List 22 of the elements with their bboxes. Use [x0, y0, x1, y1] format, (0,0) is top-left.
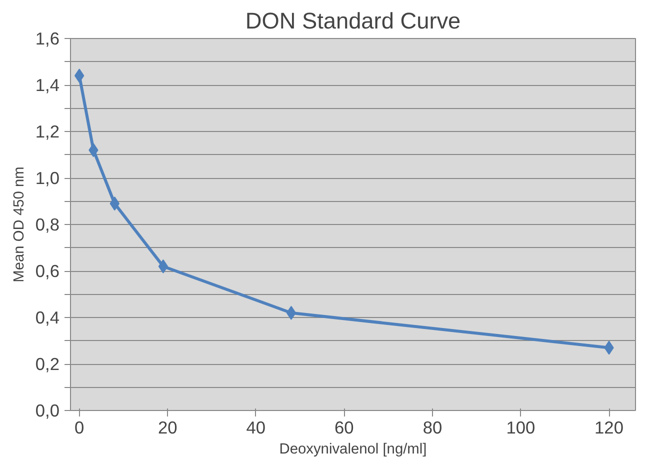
x-tick-label: 80 — [422, 418, 442, 438]
x-axis-title: Deoxynivalenol [ng/ml] — [279, 442, 427, 458]
x-tick-label: 0 — [74, 418, 84, 438]
y-tick-label: 1,2 — [35, 122, 60, 142]
y-tick-label: 0,6 — [35, 261, 60, 281]
point — [74, 68, 84, 83]
point — [286, 306, 296, 320]
y-tick-label: 1,6 — [35, 28, 60, 48]
chart-title: DON Standard Curve — [245, 8, 461, 34]
y-tick-label: 0,4 — [35, 308, 60, 328]
y-tick-label: 0,8 — [35, 214, 60, 234]
y-tick-label: 1,4 — [35, 75, 60, 95]
y-tick-label: 1,0 — [35, 168, 60, 188]
point — [158, 259, 168, 274]
x-tick-label: 100 — [506, 418, 536, 438]
x-tick-label: 20 — [158, 418, 178, 438]
y-tick-label: 0,2 — [35, 354, 60, 374]
y-axis-title: Mean OD 450 nm — [11, 166, 28, 282]
x-tick-label: 120 — [594, 418, 624, 438]
x-tick-label: 40 — [246, 418, 266, 438]
x-tick-label: 60 — [334, 418, 354, 438]
y-tick-label: 0,0 — [35, 400, 60, 420]
